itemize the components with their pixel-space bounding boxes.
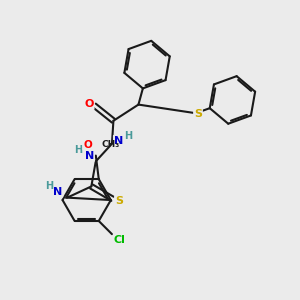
- Text: S: S: [115, 196, 123, 206]
- Text: Cl: Cl: [113, 235, 125, 245]
- Text: H: H: [75, 145, 83, 155]
- Text: N: N: [85, 151, 94, 161]
- Text: H: H: [124, 131, 132, 141]
- Text: N: N: [114, 136, 123, 146]
- Text: O: O: [84, 99, 94, 109]
- Text: N: N: [53, 187, 62, 197]
- Text: O: O: [83, 140, 92, 150]
- Text: CH₃: CH₃: [101, 140, 119, 149]
- Text: S: S: [194, 109, 202, 119]
- Text: H: H: [45, 182, 53, 191]
